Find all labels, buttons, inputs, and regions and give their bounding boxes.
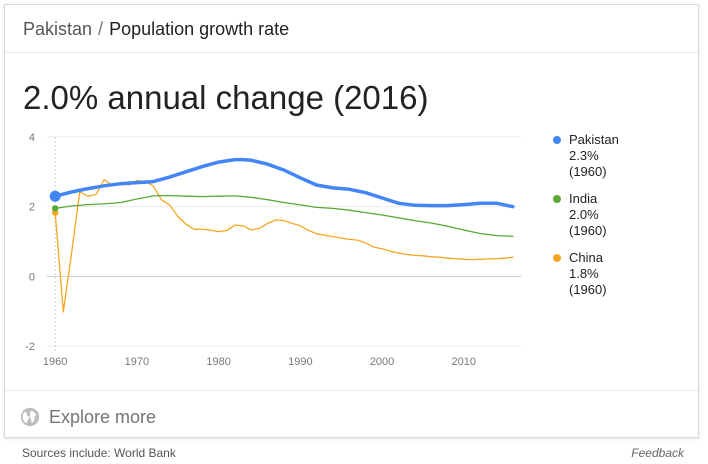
legend-name: Pakistan xyxy=(569,132,619,147)
legend-item-pakistan[interactable]: Pakistan 2.3% (1960) xyxy=(553,132,693,180)
legend-item-china[interactable]: China 1.8% (1960) xyxy=(553,250,693,298)
headline-value: 2.0% annual change (2016) xyxy=(23,79,429,116)
series-line-india xyxy=(54,194,514,237)
legend-value: 2.0% xyxy=(569,207,599,222)
breadcrumb-separator: / xyxy=(98,19,104,39)
legend-value: 2.3% xyxy=(569,148,599,163)
knowledge-card: Pakistan / Population growth rate 2.0% ann… xyxy=(4,4,699,438)
card-header: Pakistan / Population growth rate xyxy=(5,5,698,53)
legend-value: 1.8% xyxy=(569,266,599,281)
series-marker-india xyxy=(51,205,59,212)
y-tick-label: -2 xyxy=(25,341,35,353)
series-line-pakistan xyxy=(53,157,515,209)
sources-text: Sources include: World Bank xyxy=(22,446,176,460)
legend-dot-india xyxy=(553,195,561,203)
series-marker-pakistan xyxy=(49,190,61,202)
legend-year: (1960) xyxy=(569,282,607,297)
legend-name: India xyxy=(569,191,598,206)
feedback-link[interactable]: Feedback xyxy=(631,446,684,460)
series-line-china xyxy=(54,178,514,313)
x-tick-label: 2010 xyxy=(452,356,476,368)
y-tick-label: 0 xyxy=(29,271,35,283)
breadcrumb-country[interactable]: Pakistan xyxy=(23,19,93,39)
x-tick-label: 1980 xyxy=(206,356,230,368)
legend-dot-pakistan xyxy=(553,136,561,144)
growth-rate-chart[interactable]: 4 2 0 -2 1960 1970 1980 1990 2000 2010 xyxy=(5,125,545,375)
y-tick-label: 4 xyxy=(29,132,35,144)
x-tick-label: 1970 xyxy=(125,356,149,368)
legend-year: (1960) xyxy=(569,164,607,179)
explore-bar: Explore more xyxy=(5,390,698,438)
legend-year: (1960) xyxy=(569,223,607,238)
explore-more-button[interactable]: Explore more xyxy=(19,405,156,429)
explore-more-label: Explore more xyxy=(49,406,157,427)
legend-name: China xyxy=(569,250,603,265)
breadcrumb-topic: Population growth rate xyxy=(109,19,290,39)
x-tick-label: 1960 xyxy=(43,356,67,368)
globe-icon xyxy=(20,407,40,427)
y-tick-label: 2 xyxy=(29,202,35,214)
chart-legend: Pakistan 2.3% (1960) India 2.0% (1960) C… xyxy=(553,132,693,309)
legend-dot-china xyxy=(553,254,561,262)
x-tick-label: 1990 xyxy=(288,356,312,368)
legend-item-india[interactable]: India 2.0% (1960) xyxy=(553,191,693,239)
x-tick-label: 2000 xyxy=(370,356,394,368)
breadcrumb: Pakistan / Population growth rate xyxy=(23,19,289,40)
